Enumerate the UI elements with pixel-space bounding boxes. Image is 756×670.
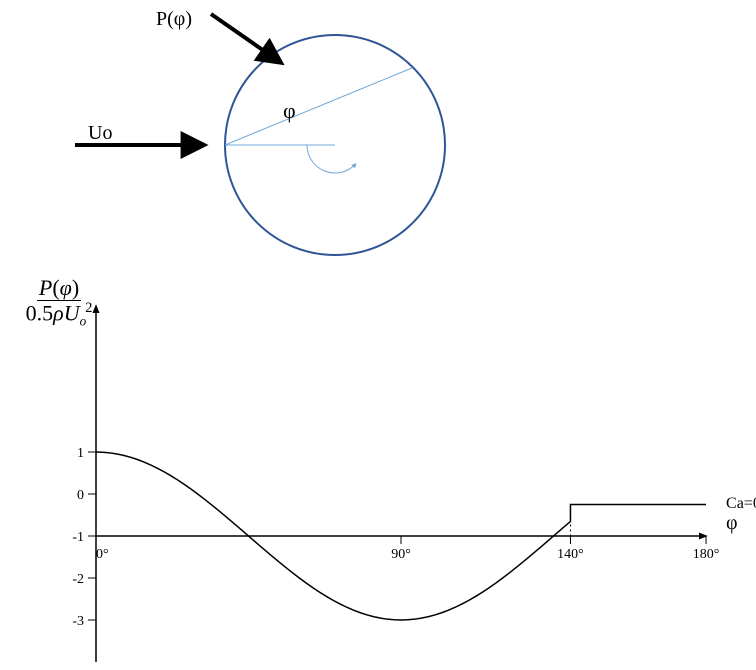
plateau-label: Ca=0.75 [726, 495, 756, 513]
svg-text:-1: -1 [72, 530, 84, 545]
y-ticks: 1 0 -1 -2 -3 [72, 446, 96, 629]
svg-text:180°: 180° [693, 547, 720, 562]
x-axis-label: φ [726, 512, 738, 535]
pphi-arrow [211, 14, 280, 62]
cylinder-diagram [0, 0, 756, 270]
x-ticks: 0° 90° 140° 180° [96, 536, 719, 562]
svg-text:0°: 0° [96, 547, 109, 562]
chord-line [225, 68, 412, 145]
axes [96, 306, 706, 662]
svg-text:1: 1 [77, 446, 84, 461]
svg-text:-3: -3 [72, 614, 84, 629]
label-Uo: Uo [88, 122, 112, 145]
label-phi-angle: φ [283, 98, 296, 124]
svg-text:-2: -2 [72, 572, 84, 587]
svg-text:90°: 90° [391, 547, 411, 562]
angle-arc [307, 145, 356, 173]
label-Pphi: P(φ) [156, 8, 192, 31]
svg-text:0: 0 [77, 488, 84, 503]
pressure-chart: 1 0 -1 -2 -3 0° 90° 140° 180° [0, 270, 756, 670]
svg-text:140°: 140° [557, 547, 584, 562]
